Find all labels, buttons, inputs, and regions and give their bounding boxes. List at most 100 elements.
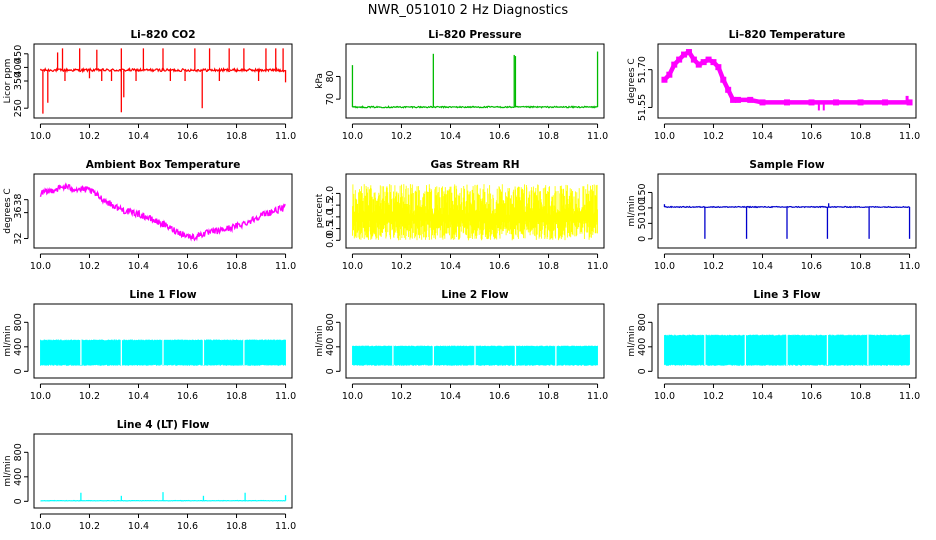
- series-temperature: [661, 49, 913, 111]
- x-tick-label: 10.4: [752, 131, 773, 142]
- x-tick-label: 11.0: [275, 261, 296, 272]
- x-axis: 10.0 10.2 10.4 10.6 10.8 11.0: [654, 383, 920, 402]
- y-tick-label: 80: [325, 70, 336, 82]
- y-tick-label: 400: [13, 58, 24, 76]
- data-point: [833, 99, 840, 106]
- x-tick-label: 10.0: [654, 131, 675, 142]
- data-point: [681, 51, 688, 58]
- y-axis: 0 400 800: [13, 313, 29, 374]
- x-axis: 10.0 10.2 10.4 10.6 10.8 11.0: [30, 513, 296, 532]
- panel-pressure: Li–820 Pressure 10.0 10.2 10.4 10.6 10.8 11.0 7…: [315, 29, 608, 142]
- panel-title: Sample Flow: [749, 159, 824, 171]
- y-tick-label: 0.0: [325, 233, 336, 248]
- y-tick-label: 100: [637, 199, 648, 217]
- data-point: [666, 71, 673, 78]
- x-tick-label: 10.8: [538, 391, 559, 402]
- series-line: [39, 182, 286, 242]
- x-tick-label: 10.8: [226, 521, 247, 532]
- data-point: [725, 86, 732, 93]
- y-tick-label: 32: [13, 232, 24, 244]
- y-tick-label: 350: [13, 72, 24, 90]
- y-tick-label: 0: [325, 368, 336, 374]
- x-tick-label: 10.0: [654, 261, 675, 272]
- panel-co2: Li–820 CO2 10.0 10.2 10.4 10.6 10.8 11.0 250 350…: [3, 29, 296, 142]
- x-tick-label: 10.0: [342, 261, 363, 272]
- series-co2: [39, 48, 287, 114]
- y-tick-label: 0: [637, 368, 648, 374]
- x-tick-label: 10.0: [30, 521, 51, 532]
- x-tick-label: 11.0: [587, 131, 608, 142]
- x-tick-label: 10.6: [801, 391, 822, 402]
- x-tick-label: 10.4: [752, 391, 773, 402]
- y-axis: 0.00.51.01.52.0: [325, 186, 341, 248]
- series-line4: [40, 492, 287, 502]
- x-tick-label: 11.0: [275, 391, 296, 402]
- x-axis: 10.0 10.2 10.4 10.6 10.8 11.0: [342, 123, 608, 142]
- panel-line2: Line 2 Flow 10.0 10.2 10.4 10.6 10.8 11.0 0 400 8…: [315, 289, 608, 402]
- y-tick-label: 400: [13, 338, 24, 356]
- data-point: [676, 56, 683, 63]
- panel-frame: [33, 433, 293, 509]
- y-tick-label: 51.70: [637, 56, 648, 83]
- y-tick-label: 50: [637, 217, 648, 229]
- data-point: [690, 56, 697, 63]
- panel-title: Line 1 Flow: [129, 289, 196, 301]
- panel-line3: Line 3 Flow 10.0 10.2 10.4 10.6 10.8 11.0 0 400 8…: [627, 289, 920, 402]
- y-axis-label: ml/min: [3, 455, 13, 486]
- x-tick-label: 10.4: [128, 521, 149, 532]
- x-tick-label: 10.2: [391, 131, 412, 142]
- panel-title: Line 3 Flow: [753, 289, 820, 301]
- y-axis-label: ml/min: [627, 195, 637, 226]
- x-tick-label: 10.0: [30, 131, 51, 142]
- panel-title: Li–820 CO2: [130, 29, 195, 41]
- x-tick-label: 10.8: [850, 261, 871, 272]
- data-point: [734, 96, 741, 103]
- data-point: [759, 99, 766, 106]
- x-tick-label: 10.8: [538, 261, 559, 272]
- data-point: [784, 99, 790, 106]
- y-tick-label: 0.5: [325, 221, 336, 236]
- x-axis: 10.0 10.2 10.4 10.6 10.8 11.0: [30, 123, 296, 142]
- panel-frame: [33, 173, 293, 249]
- x-tick-label: 10.2: [79, 261, 100, 272]
- panels: Li–820 CO2 10.0 10.2 10.4 10.6 10.8 11.0 250 350…: [3, 29, 920, 532]
- panel-frame: [345, 303, 605, 379]
- y-tick-label: 400: [325, 338, 336, 356]
- data-point: [747, 96, 754, 103]
- data-point: [671, 61, 678, 68]
- panel-line1: Line 1 Flow 10.0 10.2 10.4 10.6 10.8 11.0 0 400 8…: [3, 289, 296, 402]
- x-axis: 10.0 10.2 10.4 10.6 10.8 11.0: [654, 123, 920, 142]
- panel-title: Line 4 (LT) Flow: [117, 419, 210, 431]
- panel-title: Li–820 Temperature: [729, 29, 846, 41]
- y-tick-label: 800: [637, 313, 648, 331]
- x-tick-label: 10.6: [177, 131, 198, 142]
- data-point: [720, 76, 727, 83]
- x-tick-label: 11.0: [899, 261, 920, 272]
- panel-title: Line 2 Flow: [441, 289, 508, 301]
- x-tick-label: 10.2: [79, 131, 100, 142]
- x-axis: 10.0 10.2 10.4 10.6 10.8 11.0: [30, 253, 296, 272]
- data-point: [730, 96, 737, 103]
- x-tick-label: 10.6: [489, 131, 510, 142]
- x-tick-label: 10.8: [538, 131, 559, 142]
- x-tick-label: 11.0: [899, 391, 920, 402]
- x-tick-label: 10.0: [30, 391, 51, 402]
- series-ambient: [39, 182, 286, 242]
- series-line3: [664, 334, 910, 366]
- x-tick-label: 10.2: [703, 131, 724, 142]
- x-tick-label: 10.0: [30, 261, 51, 272]
- y-tick-label: 800: [13, 443, 24, 461]
- data-point-outlier: [905, 95, 909, 102]
- panel-frame: [657, 303, 917, 379]
- x-tick-label: 10.4: [440, 391, 461, 402]
- y-tick-label: 150: [637, 183, 648, 201]
- panel-title: Li–820 Pressure: [428, 29, 521, 41]
- y-axis-label: degrees C: [3, 188, 13, 233]
- panel-temperature: Li–820 Temperature 10.0 10.2 10.4 10.6 10.8 11…: [627, 29, 920, 142]
- data-point: [661, 76, 668, 83]
- y-tick-label: 400: [637, 338, 648, 356]
